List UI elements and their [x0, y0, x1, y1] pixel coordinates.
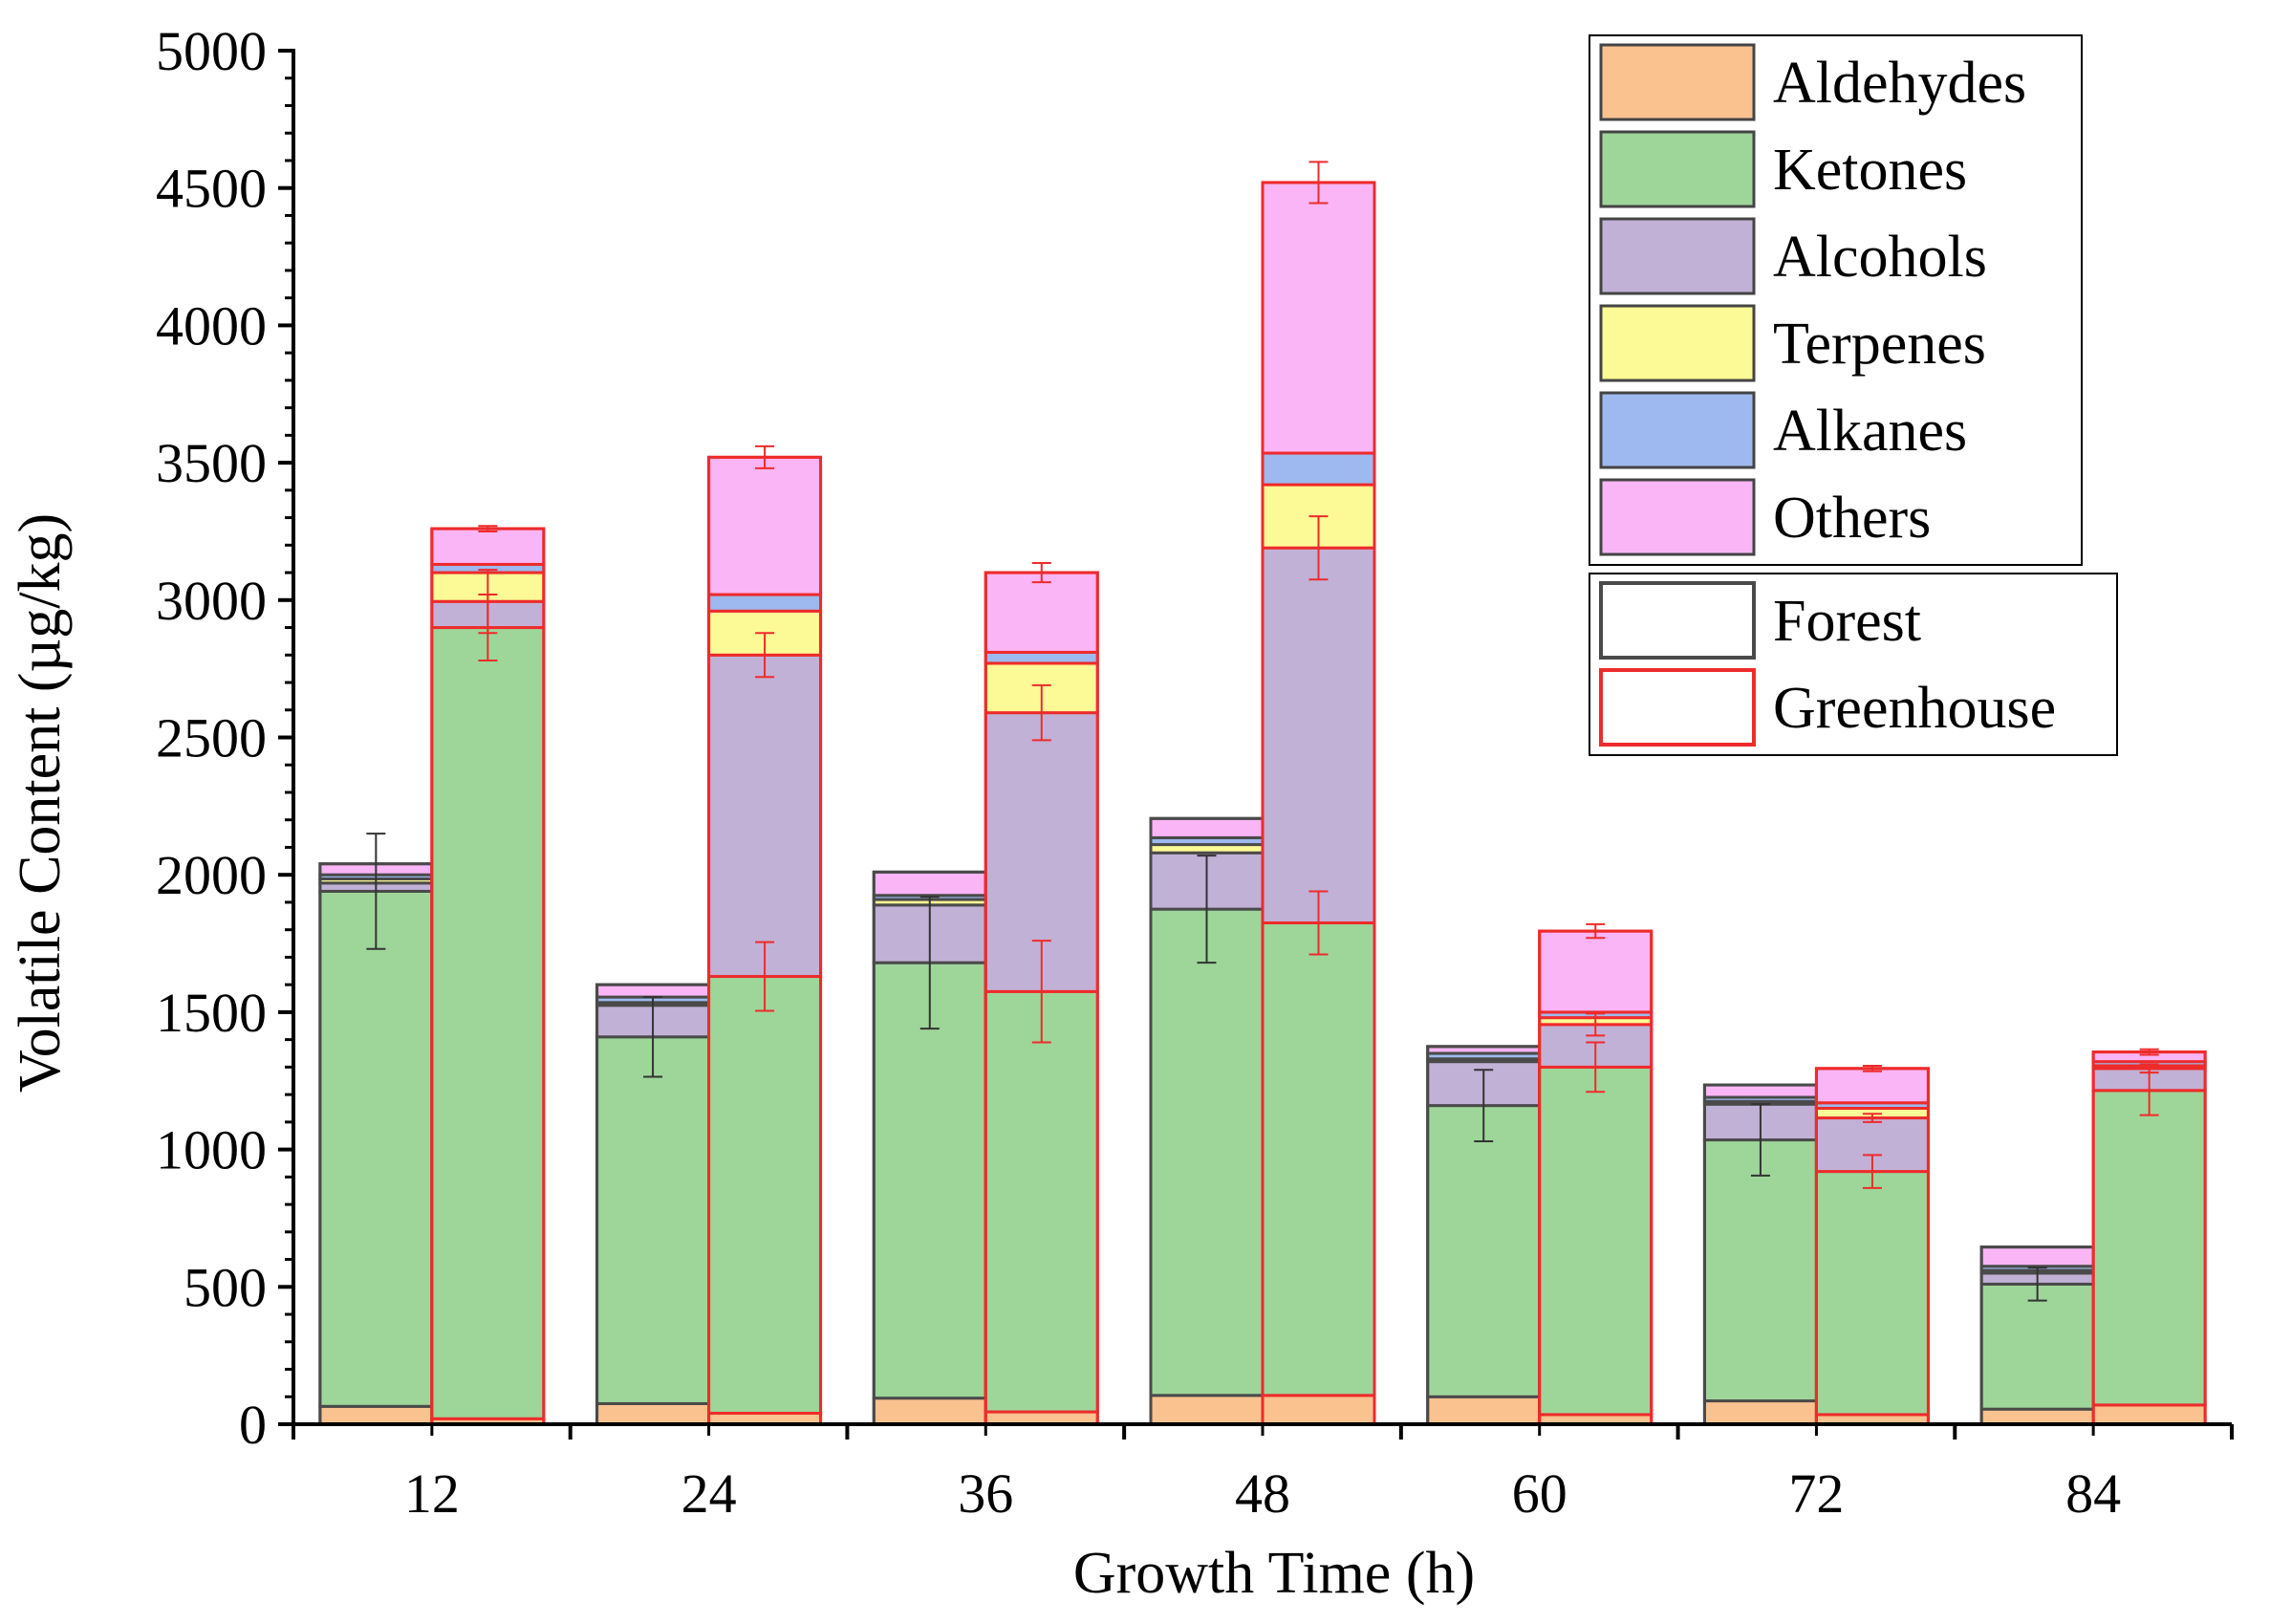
bar-segment-forest-ketones-60	[1426, 1104, 1542, 1398]
bar-segment-forest-ketones-84	[1979, 1282, 2095, 1411]
legend-swatch-alcohols	[1599, 217, 1756, 295]
legend-label-forest: Forest	[1773, 589, 1921, 654]
axes-layer: 0 500 1000 1500 2000 2500 3000 3500 4000 4500 5000…	[156, 20, 2234, 1525]
y-tick-label-4500: 4500	[156, 158, 267, 220]
bar-segment-forest-ketones-48	[1149, 907, 1265, 1397]
bar-segment-forest-ketones-24	[595, 1035, 711, 1405]
bar-segment-greenhouse-ketones-12	[430, 626, 546, 1420]
bar-segment-forest-others-84	[1979, 1245, 2095, 1268]
bar-segment-greenhouse-others-24	[707, 455, 823, 596]
y-tick-label-4000: 4000	[156, 294, 267, 357]
bar-segment-greenhouse-others-60	[1538, 929, 1654, 1014]
bar-segment-forest-aldehydes-36	[872, 1397, 987, 1426]
bar-segment-forest-aldehydes-24	[595, 1401, 711, 1426]
legend-swatch-ketones	[1599, 130, 1756, 208]
bar-segment-forest-aldehydes-48	[1149, 1394, 1265, 1426]
legend-box-components	[1589, 34, 2083, 566]
legend-label-aldehydes: Aldehydes	[1773, 51, 2026, 116]
y-tick-label-2500: 2500	[156, 707, 267, 769]
x-axis-label: Growth Time (h)	[1073, 1541, 1475, 1606]
bar-segment-greenhouse-ketones-60	[1538, 1065, 1654, 1417]
bar-segment-greenhouse-aldehydes-48	[1261, 1394, 1376, 1426]
legend-label-ketones: Ketones	[1773, 138, 1967, 203]
bar-segment-forest-others-36	[872, 870, 987, 898]
bar-segment-greenhouse-ketones-84	[2091, 1089, 2207, 1407]
bar-segment-forest-aldehydes-84	[1979, 1407, 2095, 1426]
y-tick-label-500: 500	[184, 1256, 267, 1318]
y-tick-label-3000: 3000	[156, 570, 267, 632]
bar-segment-greenhouse-others-72	[1814, 1067, 1930, 1105]
bar-segment-greenhouse-others-48	[1261, 181, 1376, 455]
bar-segment-greenhouse-others-12	[430, 527, 546, 566]
bar-segment-forest-ketones-12	[318, 889, 434, 1408]
x-tick-label-24: 24	[681, 1462, 737, 1525]
bar-segment-forest-ketones-72	[1702, 1138, 1818, 1403]
bar-segment-greenhouse-alkanes-24	[707, 593, 823, 613]
bar-segment-forest-ketones-36	[872, 961, 987, 1400]
x-tick-label-12: 12	[404, 1462, 460, 1525]
bar-segment-greenhouse-others-36	[984, 571, 1099, 654]
bar-segment-forest-others-72	[1702, 1083, 1818, 1099]
legend-label-alcohols: Alcohols	[1773, 225, 1987, 290]
x-tick-label-48: 48	[1235, 1462, 1290, 1525]
bar-segment-greenhouse-aldehydes-84	[2091, 1403, 2207, 1426]
bar-segment-greenhouse-alkanes-48	[1261, 451, 1376, 487]
bar-segment-forest-others-24	[595, 983, 711, 999]
bar-segment-forest-aldehydes-60	[1426, 1395, 1542, 1426]
bar-segment-greenhouse-alcohols-48	[1261, 546, 1376, 924]
legend-swatch-greenhouse	[1599, 668, 1756, 747]
y-tick-label-0: 0	[239, 1394, 267, 1456]
legend-label-terpenes: Terpenes	[1773, 312, 1986, 377]
bar-segment-forest-aldehydes-12	[318, 1404, 434, 1426]
legend-swatch-forest	[1599, 581, 1756, 660]
y-tick-label-1000: 1000	[156, 1119, 267, 1181]
y-tick-label-5000: 5000	[156, 20, 267, 82]
legend-label-greenhouse: Greenhouse	[1773, 676, 2056, 741]
legend-swatch-terpenes	[1599, 304, 1756, 382]
bar-segment-forest-others-48	[1149, 816, 1265, 839]
bar-segment-greenhouse-alkanes-36	[984, 650, 1099, 665]
bar-segment-greenhouse-alcohols-24	[707, 653, 823, 979]
bar-segment-greenhouse-ketones-24	[707, 975, 823, 1416]
error-bars-layer	[366, 161, 2159, 1302]
legend-label-alkanes: Alkanes	[1773, 399, 1967, 464]
legend-swatch-alkanes	[1599, 391, 1756, 469]
x-tick-label-72: 72	[1788, 1462, 1844, 1525]
y-tick-label-1500: 1500	[156, 982, 267, 1044]
legend: Aldehydes Ketones Alcohols Terpenes Alkanes O…	[1589, 34, 2118, 756]
x-tick-label-36: 36	[958, 1462, 1013, 1525]
y-tick-label-3500: 3500	[156, 432, 267, 494]
bar-segment-greenhouse-ketones-48	[1261, 920, 1376, 1397]
bar-segment-greenhouse-ketones-36	[984, 989, 1099, 1414]
x-tick-label-60: 60	[1512, 1462, 1567, 1525]
y-tick-label-2000: 2000	[156, 844, 267, 906]
x-tick-label-84: 84	[2065, 1462, 2121, 1525]
y-axis-label: Volatile Content (µg/kg)	[8, 513, 73, 1093]
bar-segment-greenhouse-ketones-72	[1814, 1170, 1930, 1417]
bar-segment-forest-aldehydes-72	[1702, 1399, 1818, 1426]
legend-label-others: Others	[1773, 486, 1931, 551]
legend-swatch-aldehydes	[1599, 43, 1756, 121]
bars-layer	[318, 181, 2207, 1426]
legend-swatch-others	[1599, 478, 1756, 556]
